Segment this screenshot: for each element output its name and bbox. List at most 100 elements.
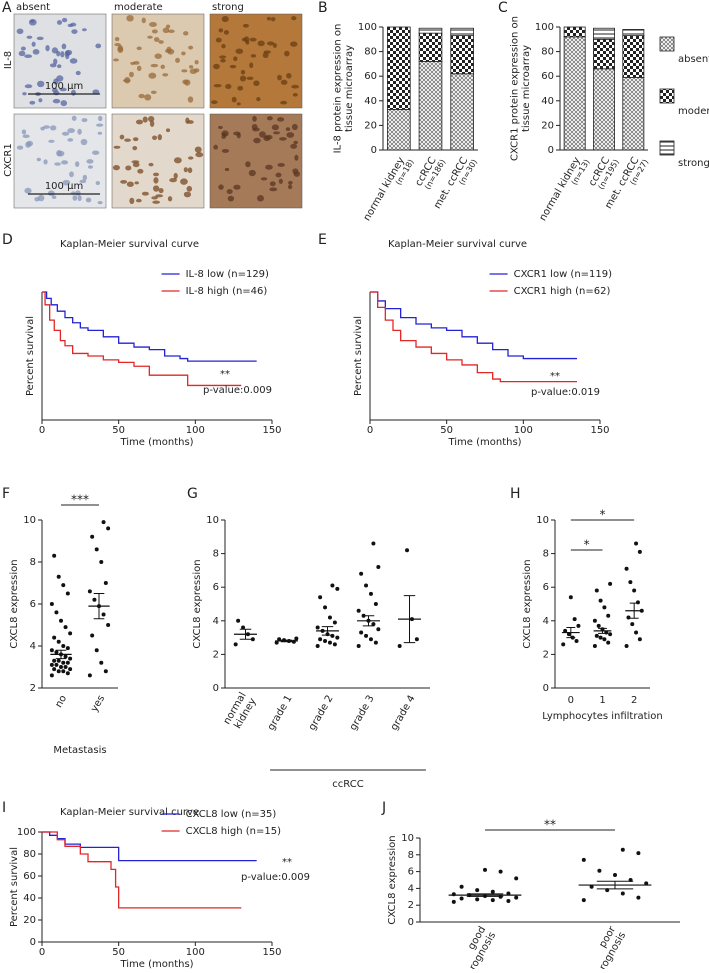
data-point	[56, 658, 61, 663]
cell-nucleus	[72, 195, 78, 201]
data-point	[68, 631, 73, 636]
cell-nucleus	[36, 80, 45, 88]
data-point	[101, 520, 106, 525]
cell-nucleus	[188, 65, 194, 69]
legend-label: moderate	[678, 106, 709, 117]
y-tick-label: 10	[536, 515, 549, 526]
legend-label: CXCR1 high (n=62)	[514, 286, 611, 297]
y-tick-label: 0	[543, 683, 549, 694]
row-label: IL-8	[3, 51, 14, 69]
cell-nucleus	[173, 172, 178, 180]
data-point	[563, 628, 568, 633]
bar-segment	[622, 29, 645, 37]
cell-nucleus	[266, 16, 272, 21]
cell-nucleus	[233, 184, 241, 190]
cell-nucleus	[36, 36, 44, 41]
cell-nucleus	[45, 44, 50, 52]
x-tick-label: 0	[39, 425, 45, 436]
cell-nucleus	[155, 194, 164, 198]
cell-nucleus	[291, 16, 297, 21]
cell-nucleus	[221, 16, 229, 23]
x-tick-label: 2	[631, 695, 637, 706]
cell-nucleus	[280, 100, 288, 105]
cell-nucleus	[61, 17, 68, 23]
panel-letter: B	[318, 0, 328, 16]
cell-nucleus	[74, 161, 80, 168]
cell-nucleus	[165, 24, 171, 29]
chart-title: Kaplan-Meier survival curve	[388, 239, 527, 250]
x-tick-label: 150	[590, 425, 609, 436]
cell-nucleus	[194, 146, 202, 153]
cell-nucleus	[289, 41, 298, 47]
data-point	[356, 644, 361, 648]
y-tick-label: 8	[30, 557, 36, 568]
cell-nucleus	[36, 157, 41, 162]
cell-nucleus	[128, 71, 134, 78]
significance-label: *	[600, 508, 606, 522]
data-point	[63, 625, 68, 630]
x-tick-label: normalkidney	[222, 691, 259, 733]
legend-swatch	[659, 88, 675, 104]
cell-nucleus	[149, 21, 157, 27]
data-point	[598, 598, 603, 603]
cell-nucleus	[166, 46, 172, 54]
panel-letter: F	[2, 486, 10, 502]
cell-nucleus	[220, 58, 226, 63]
x-tick-label: poorprognosis	[585, 924, 629, 969]
cell-nucleus	[151, 29, 158, 34]
y-tick-label: 2	[30, 683, 36, 694]
data-point	[451, 899, 456, 904]
cell-nucleus	[22, 134, 30, 138]
cell-nucleus	[250, 54, 257, 58]
data-point	[106, 623, 111, 627]
bar-segment	[418, 61, 443, 151]
y-tick-label: 4	[408, 883, 414, 894]
cell-nucleus	[169, 177, 177, 183]
cell-nucleus	[287, 184, 293, 190]
cell-nucleus	[144, 94, 152, 101]
data-point	[335, 635, 340, 640]
cell-nucleus	[77, 128, 82, 135]
cell-nucleus	[60, 100, 68, 107]
cell-nucleus	[16, 28, 24, 35]
cell-nucleus	[135, 198, 142, 203]
x-tick-label: normal kidney	[538, 155, 583, 223]
legend-swatch	[659, 140, 675, 156]
y-tick-label: 40	[364, 96, 377, 107]
x-tick-label: 50	[440, 425, 453, 436]
legend-label: CXCR1 low (n=119)	[514, 269, 613, 280]
survival-curve	[370, 291, 577, 360]
x-tick-label: 100	[186, 425, 205, 436]
cell-nucleus	[148, 72, 157, 79]
cell-nucleus	[219, 55, 227, 59]
y-tick-label: 60	[23, 871, 36, 882]
bar-segment	[418, 32, 443, 62]
bar-segment	[563, 26, 586, 38]
cell-nucleus	[26, 35, 33, 39]
data-point	[606, 613, 611, 618]
cell-nucleus	[50, 125, 57, 131]
data-point	[356, 608, 361, 613]
significance-label: **	[544, 818, 556, 832]
y-tick-label: 10	[23, 515, 36, 526]
cell-nucleus	[253, 137, 261, 144]
cell-nucleus	[24, 187, 32, 194]
sem-bar	[466, 893, 504, 897]
cell-nucleus	[95, 43, 102, 49]
cell-nucleus	[233, 131, 241, 136]
y-tick-label: 4	[543, 616, 549, 627]
cell-nucleus	[275, 172, 282, 178]
y-tick-label: 100	[535, 22, 554, 33]
cell-nucleus	[269, 187, 278, 192]
cell-nucleus	[221, 43, 226, 49]
data-point	[506, 899, 511, 903]
cell-nucleus	[181, 69, 188, 73]
data-point	[594, 588, 599, 593]
data-point	[628, 580, 633, 585]
significance-label: ***	[71, 493, 89, 507]
cell-nucleus	[290, 143, 298, 149]
sem-bar	[598, 627, 607, 634]
y-tick-label: 20	[541, 120, 554, 131]
panel-letter: C	[498, 0, 508, 16]
